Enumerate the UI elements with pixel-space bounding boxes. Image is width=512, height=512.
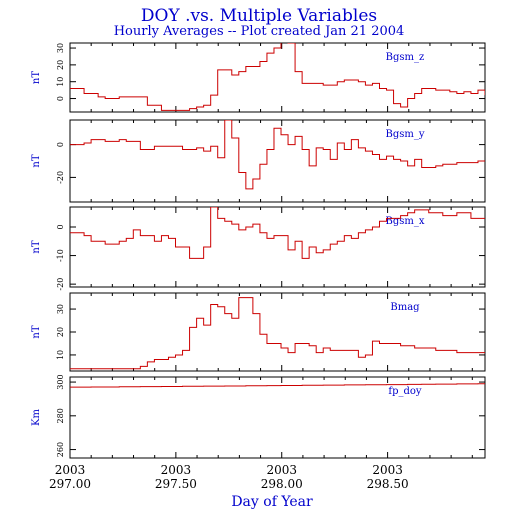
y-tick-label: 300 bbox=[56, 374, 65, 389]
panel-fp-doy: 260 280 300 Km fp_doy bbox=[31, 374, 486, 459]
panel-frame bbox=[69, 42, 486, 113]
y-tick-label: 10 bbox=[56, 350, 65, 360]
chart-title: DOY .vs. Multiple Variables bbox=[141, 6, 377, 26]
y-axis-label: nT bbox=[31, 71, 42, 84]
series-line bbox=[70, 207, 485, 259]
series-line bbox=[70, 43, 485, 111]
series-line bbox=[70, 383, 485, 388]
y-tick-label: 30 bbox=[56, 304, 65, 314]
y-tick-label: -20 bbox=[56, 278, 65, 291]
y-tick-label: 260 bbox=[56, 442, 65, 457]
panel-bgsm-z: 0 10 20 30 nT Bgsm_z bbox=[31, 42, 486, 113]
y-tick-label: 280 bbox=[56, 408, 65, 423]
x-tick-label: 297.50 bbox=[155, 477, 197, 491]
y-axis-label: Km bbox=[31, 409, 42, 426]
x-tick-label: 298.00 bbox=[261, 477, 303, 491]
panel-label: Bgsm_y bbox=[385, 129, 424, 140]
panel-bmag: 10 20 30 nT Bmag bbox=[31, 292, 486, 372]
series-line bbox=[70, 297, 485, 370]
y-tick-label: 20 bbox=[56, 327, 65, 337]
y-tick-label: 0 bbox=[56, 224, 65, 229]
x-tick-year: 2003 bbox=[55, 463, 86, 477]
y-tick-label: 0 bbox=[56, 96, 65, 101]
y-axis-label: nT bbox=[31, 154, 42, 167]
panels-group: 0 10 20 30 nT Bgsm_z 0 -20 nT Bgsm_y 0 -10 -20 nT Bgsm… bbox=[31, 42, 486, 459]
y-tick-label: -20 bbox=[56, 171, 65, 184]
y-tick-label: 10 bbox=[56, 77, 65, 87]
panel-frame bbox=[69, 206, 486, 288]
y-tick-label: 20 bbox=[56, 60, 65, 70]
y-tick-label: 0 bbox=[56, 142, 65, 147]
x-tick-year: 2003 bbox=[161, 463, 192, 477]
panel-bgsm-y: 0 -20 nT Bgsm_y bbox=[31, 119, 486, 203]
x-tick-label: 298.50 bbox=[367, 477, 409, 491]
y-axis-label: nT bbox=[31, 325, 42, 338]
y-axis-label: nT bbox=[31, 240, 42, 253]
panel-bgsm-x: 0 -10 -20 nT Bgsm_x bbox=[31, 206, 486, 291]
panel-label: Bmag bbox=[390, 302, 420, 313]
panel-frame bbox=[69, 292, 486, 372]
series-line bbox=[70, 120, 485, 190]
x-tick-year: 2003 bbox=[372, 463, 403, 477]
x-tick-year: 2003 bbox=[266, 463, 297, 477]
chart-subtitle: Hourly Averages -- Plot created Jan 21 2… bbox=[114, 24, 405, 39]
x-tick-label: 297.00 bbox=[49, 477, 91, 491]
panel-label: Bgsm_x bbox=[385, 216, 424, 227]
panel-frame bbox=[69, 376, 486, 459]
panel-label: Bgsm_z bbox=[386, 52, 425, 63]
y-tick-label: -10 bbox=[56, 249, 65, 262]
y-tick-label: 30 bbox=[56, 43, 65, 53]
panel-label: fp_doy bbox=[388, 386, 422, 397]
x-axis-label: Day of Year bbox=[231, 494, 313, 510]
